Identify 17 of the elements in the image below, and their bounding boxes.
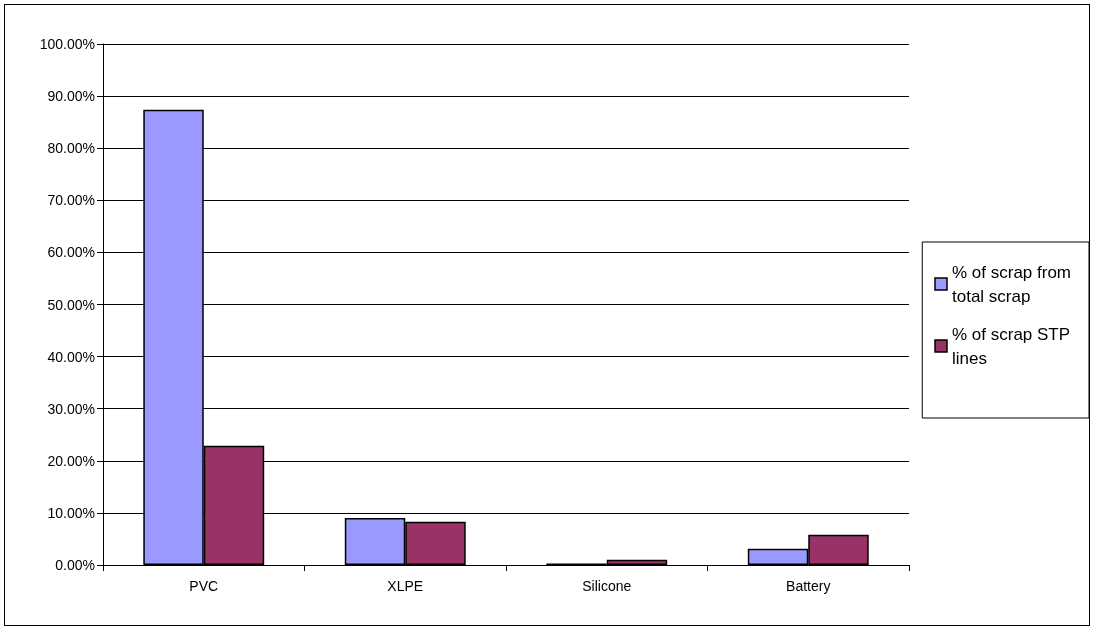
- y-tick-label: 40.00%: [47, 348, 95, 365]
- y-tick-label: 90.00%: [47, 88, 95, 105]
- y-tick-label: 20.00%: [47, 452, 95, 469]
- y-tick-label: 100.00%: [39, 36, 95, 52]
- y-tick-label: 10.00%: [47, 504, 95, 521]
- x-tick-label: XLPE: [387, 578, 424, 594]
- legend-label: % of scrap from total scrap: [952, 262, 1076, 306]
- x-tick-label: Silicone: [582, 578, 632, 594]
- y-tick-label: 0.00%: [55, 557, 95, 573]
- x-tick-label: Battery: [786, 578, 831, 594]
- x-tick-label: PVC: [189, 578, 219, 594]
- y-tick-label: 80.00%: [47, 140, 95, 157]
- legend-label: % of scrap STP lines: [952, 324, 1075, 368]
- y-tick-label: 30.00%: [47, 400, 95, 417]
- y-tick-label: 50.00%: [47, 296, 95, 313]
- y-tick-label: 70.00%: [47, 192, 95, 209]
- y-tick-label: 60.00%: [47, 244, 95, 261]
